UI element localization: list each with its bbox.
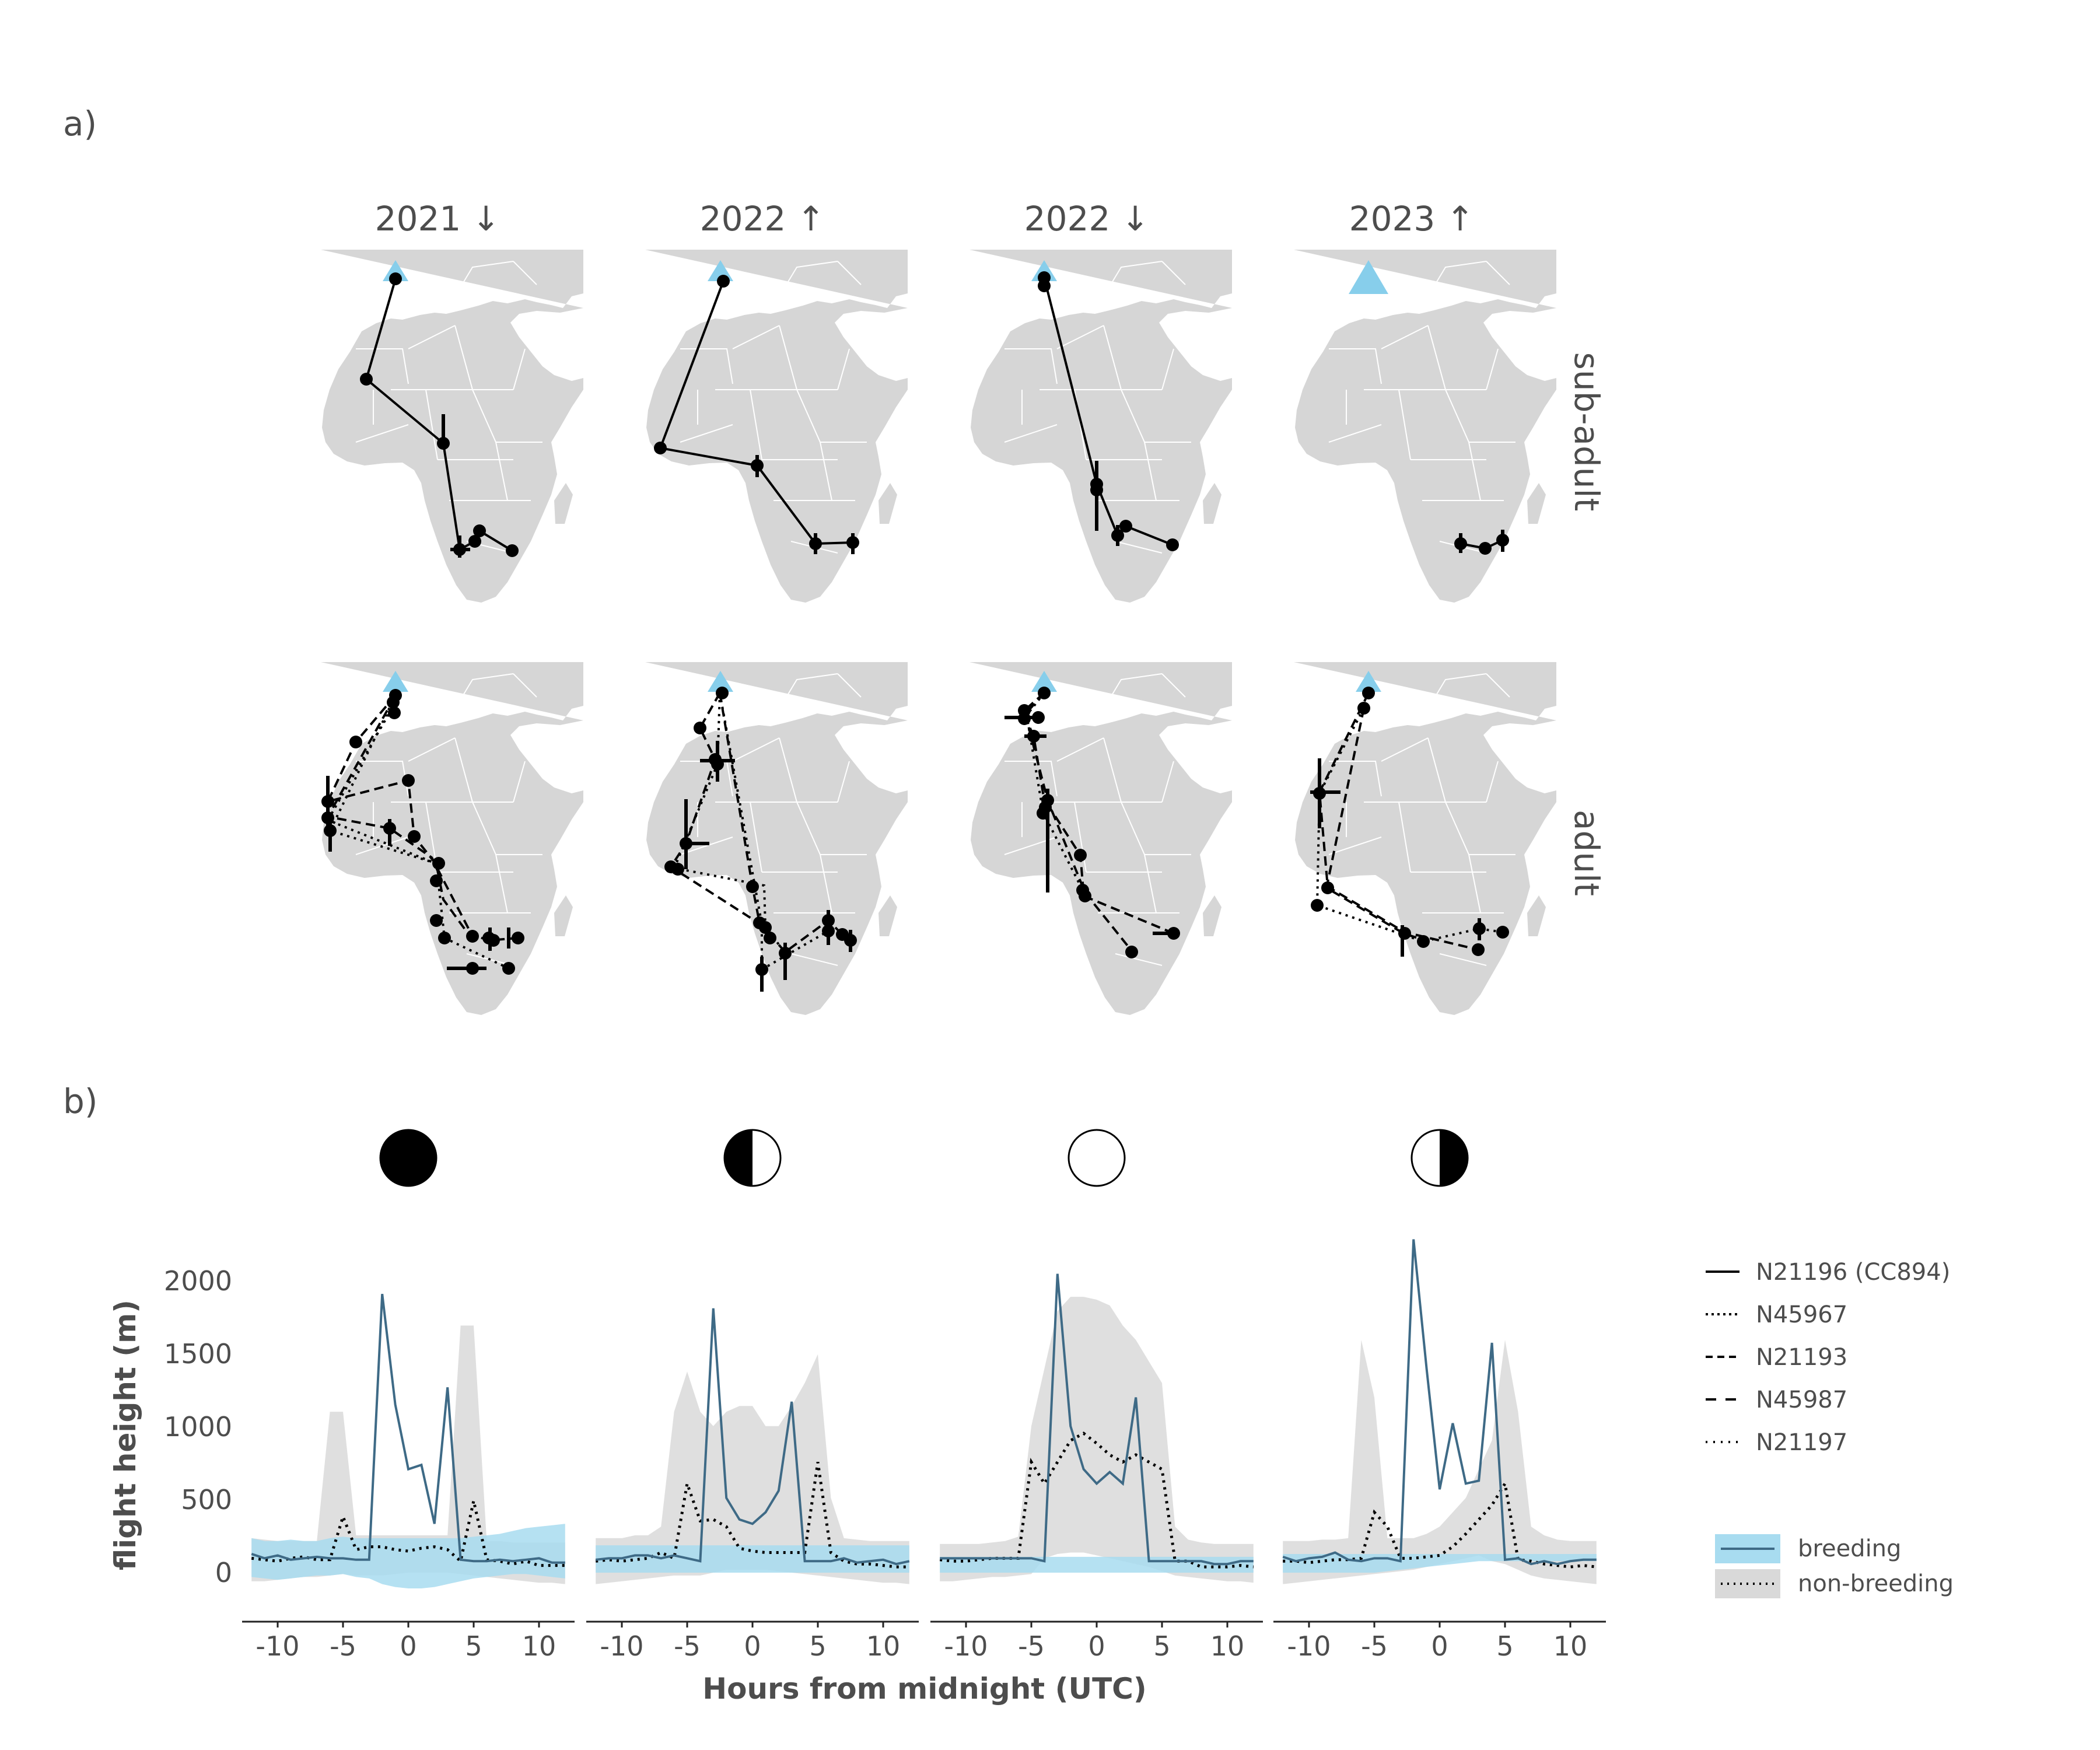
map-row-label-subadult: sub-adult <box>1567 352 1606 512</box>
map-adult-2021-down <box>321 662 583 1016</box>
map-column-title-4: 2023 ↑ <box>1349 199 1475 239</box>
nonbreeding-ci-band <box>251 1325 565 1584</box>
breeding-series-line <box>595 1308 910 1566</box>
x-tick-label: -5 <box>1018 1630 1045 1662</box>
x-tick-label: 5 <box>1153 1630 1170 1662</box>
x-tick-label: 0 <box>1431 1630 1448 1662</box>
legend-label: breeding <box>1798 1535 1901 1562</box>
nonbreeding-ci-band <box>940 1297 1254 1583</box>
legend-label: N45987 <box>1756 1387 1847 1413</box>
breeding-ci-band <box>596 1545 909 1573</box>
x-tick-label: 5 <box>1496 1630 1513 1662</box>
breeding-series-line <box>1282 1239 1597 1566</box>
x-tick-label: 0 <box>744 1630 761 1662</box>
breeding-ci-band <box>251 1524 565 1589</box>
x-tick-label: 0 <box>1088 1630 1105 1662</box>
x-tick-label: 10 <box>1210 1630 1245 1662</box>
x-tick-label: 10 <box>866 1630 901 1662</box>
x-tick-label: 0 <box>400 1630 416 1662</box>
legend-label: N21193 <box>1756 1344 1847 1371</box>
breeding-series-line <box>251 1293 565 1564</box>
x-tick-label: -10 <box>1287 1630 1331 1662</box>
map-adult-2022-down <box>970 662 1232 1016</box>
x-tick-label: 5 <box>465 1630 482 1662</box>
x-tick-label: -5 <box>674 1630 701 1662</box>
y-tick-label: 1000 <box>164 1411 232 1443</box>
flight-height-panels: -10 -5 0 5 10 -10 -5 0 5 10 -10 -5 0 5 10 -10 -5 0 5 10 <box>242 1239 1606 1662</box>
flight-panel-new: -10 -5 0 5 10 <box>242 1293 575 1662</box>
breeding-series-line <box>940 1273 1254 1566</box>
x-tick-label: 10 <box>1553 1630 1588 1662</box>
legend-label: non-breeding <box>1798 1570 1954 1597</box>
moon-full-icon <box>1068 1129 1126 1187</box>
x-tick-label: -10 <box>256 1630 299 1662</box>
map-column-title-3: 2022 ↓ <box>1024 199 1150 239</box>
y-axis: 0 500 1000 1500 2000 flight height (m) <box>108 1265 232 1588</box>
map-subadult-2021-down <box>321 250 583 603</box>
legend-individuals: N21196 (CC894) N45967 N21193 N45987 N211… <box>1706 1259 1950 1456</box>
legend-label: N21197 <box>1756 1429 1847 1456</box>
y-axis-title: flight height (m) <box>108 1300 142 1570</box>
flight-panel-full: -10 -5 0 5 10 <box>930 1273 1263 1662</box>
legend-season: breeding non-breeding <box>1715 1534 1954 1598</box>
moon-phase-row <box>379 1129 1469 1187</box>
y-tick-label: 1500 <box>164 1338 232 1370</box>
x-tick-label: -10 <box>944 1630 988 1662</box>
y-tick-label: 500 <box>181 1484 232 1516</box>
nonbreeding-ci-band <box>1283 1340 1597 1584</box>
map-adult-2022-up <box>645 662 908 1016</box>
legend-label: N21196 (CC894) <box>1756 1259 1950 1286</box>
x-axis-title: Hours from midnight (UTC) <box>702 1672 1146 1706</box>
x-tick-label: 10 <box>522 1630 556 1662</box>
legend-label: N45967 <box>1756 1301 1847 1328</box>
map-subadult-2023-up <box>1294 250 1556 603</box>
nonbreeding-series-line <box>1283 1479 1597 1569</box>
map-column-title-2: 2022 ↑ <box>700 199 825 239</box>
x-tick-label: -5 <box>330 1630 356 1662</box>
map-grid: 2021 ↓ 2022 ↑ 2022 ↓ 2023 ↑ sub-adult ad… <box>321 199 1606 1016</box>
y-tick-label: 2000 <box>164 1265 232 1297</box>
flight-panel-last-quarter: -10 -5 0 5 10 <box>1273 1239 1606 1662</box>
map-subadult-2022-down <box>970 250 1232 603</box>
moon-last-quarter-icon <box>1410 1129 1469 1187</box>
map-adult-2023-up <box>1294 662 1556 1016</box>
y-tick-label: 0 <box>215 1557 232 1588</box>
x-tick-label: -5 <box>1361 1630 1388 1662</box>
nonbreeding-ci-band <box>596 1354 909 1584</box>
map-row-label-adult: adult <box>1567 810 1606 896</box>
map-subadult-2022-up <box>645 250 908 603</box>
flight-panel-first-quarter: -10 -5 0 5 10 <box>586 1308 919 1662</box>
map-column-title-1: 2021 ↓ <box>375 199 501 239</box>
x-tick-label: -10 <box>600 1630 643 1662</box>
moon-new-icon <box>379 1129 438 1187</box>
panel-label-b: b) <box>63 1082 97 1121</box>
panel-label-a: a) <box>63 104 97 144</box>
x-tick-label: 5 <box>809 1630 826 1662</box>
moon-first-quarter-icon <box>723 1129 782 1187</box>
